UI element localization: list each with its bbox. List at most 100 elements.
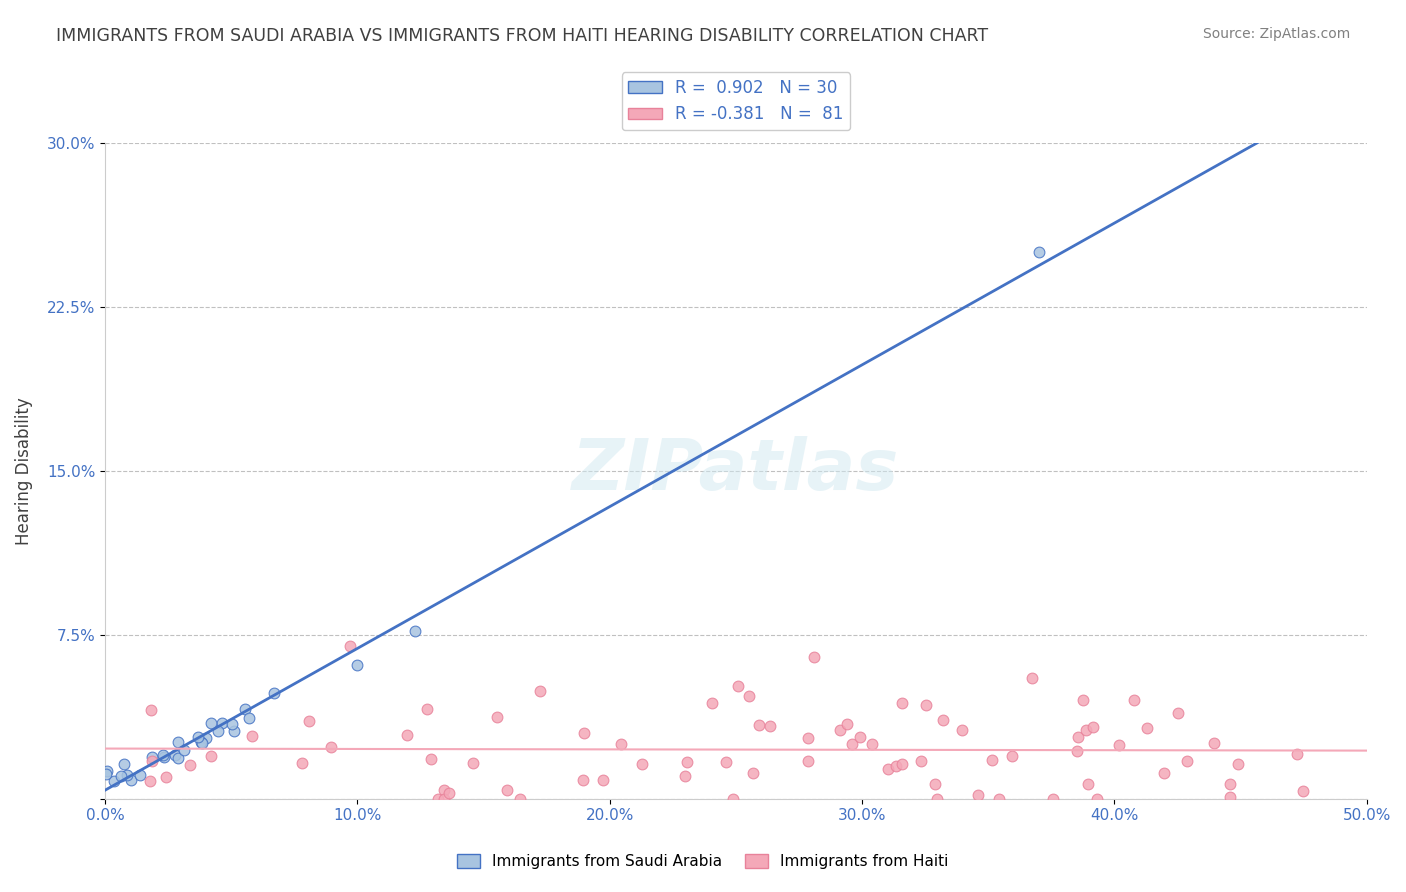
Point	[117, 768, 139, 782]
Point	[797, 731, 820, 745]
Point	[395, 728, 418, 742]
Point	[915, 698, 938, 713]
Point	[485, 709, 508, 723]
Point	[932, 714, 955, 728]
Point	[981, 753, 1004, 767]
Point	[163, 747, 186, 762]
Point	[155, 770, 177, 784]
Point	[673, 769, 696, 783]
Point	[738, 689, 761, 703]
Point	[828, 723, 851, 738]
Point	[797, 754, 820, 768]
Point	[727, 679, 749, 693]
Point	[1066, 744, 1088, 758]
Point	[631, 756, 654, 771]
Point	[346, 658, 368, 673]
Point	[1153, 766, 1175, 780]
Point	[319, 739, 342, 754]
Point	[166, 735, 188, 749]
Point	[211, 715, 233, 730]
Point	[94, 767, 117, 781]
Point	[877, 762, 900, 776]
Point	[291, 756, 314, 771]
Legend: Immigrants from Saudi Arabia, Immigrants from Haiti: Immigrants from Saudi Arabia, Immigrants…	[451, 848, 955, 875]
Point	[238, 711, 260, 725]
Legend: R =  0.902   N = 30, R = -0.381   N =  81: R = 0.902 N = 30, R = -0.381 N = 81	[621, 72, 851, 130]
Point	[1167, 706, 1189, 720]
Point	[1202, 736, 1225, 750]
Point	[925, 791, 948, 805]
Point	[141, 750, 163, 764]
Point	[803, 649, 825, 664]
Point	[153, 750, 176, 764]
Point	[529, 684, 551, 698]
Point	[152, 747, 174, 762]
Point	[433, 783, 456, 797]
Point	[967, 788, 990, 802]
Point	[1219, 777, 1241, 791]
Point	[200, 749, 222, 764]
Point	[924, 777, 946, 791]
Point	[1136, 722, 1159, 736]
Point	[1085, 791, 1108, 805]
Point	[1123, 693, 1146, 707]
Point	[1175, 755, 1198, 769]
Text: ZIPatlas: ZIPatlas	[572, 436, 900, 505]
Point	[1219, 789, 1241, 804]
Point	[890, 756, 912, 771]
Point	[572, 773, 595, 788]
Point	[841, 737, 863, 751]
Point	[574, 725, 596, 739]
Point	[837, 716, 859, 731]
Point	[419, 752, 441, 766]
Point	[240, 729, 263, 743]
Point	[433, 791, 456, 805]
Point	[141, 754, 163, 768]
Point	[187, 731, 209, 745]
Point	[910, 754, 932, 768]
Point	[1076, 723, 1098, 737]
Point	[592, 773, 614, 788]
Point	[1285, 747, 1308, 761]
Point	[1292, 784, 1315, 798]
Point	[173, 743, 195, 757]
Point	[233, 701, 256, 715]
Point	[1028, 244, 1050, 259]
Point	[129, 768, 152, 782]
Point	[96, 764, 118, 779]
Point	[415, 702, 437, 716]
Point	[195, 731, 218, 745]
Point	[404, 624, 426, 638]
Point	[426, 791, 449, 805]
Point	[263, 686, 285, 700]
Point	[759, 719, 782, 733]
Point	[179, 757, 201, 772]
Point	[190, 735, 212, 749]
Point	[191, 736, 214, 750]
Point	[1001, 749, 1024, 764]
Point	[1067, 731, 1090, 745]
Point	[884, 758, 907, 772]
Point	[496, 783, 519, 797]
Point	[700, 696, 723, 710]
Point	[1108, 738, 1130, 752]
Point	[221, 717, 243, 731]
Point	[103, 773, 125, 788]
Point	[742, 766, 765, 780]
Point	[748, 717, 770, 731]
Point	[1081, 720, 1104, 734]
Point	[716, 755, 738, 769]
Point	[950, 723, 973, 738]
Point	[1077, 777, 1099, 791]
Point	[723, 791, 745, 805]
Point	[860, 737, 883, 751]
Point	[675, 755, 697, 769]
Point	[509, 791, 531, 805]
Point	[463, 756, 485, 770]
Point	[120, 773, 142, 788]
Point	[1071, 693, 1094, 707]
Point	[849, 730, 872, 744]
Point	[200, 716, 222, 731]
Point	[139, 773, 162, 788]
Point	[207, 723, 229, 738]
